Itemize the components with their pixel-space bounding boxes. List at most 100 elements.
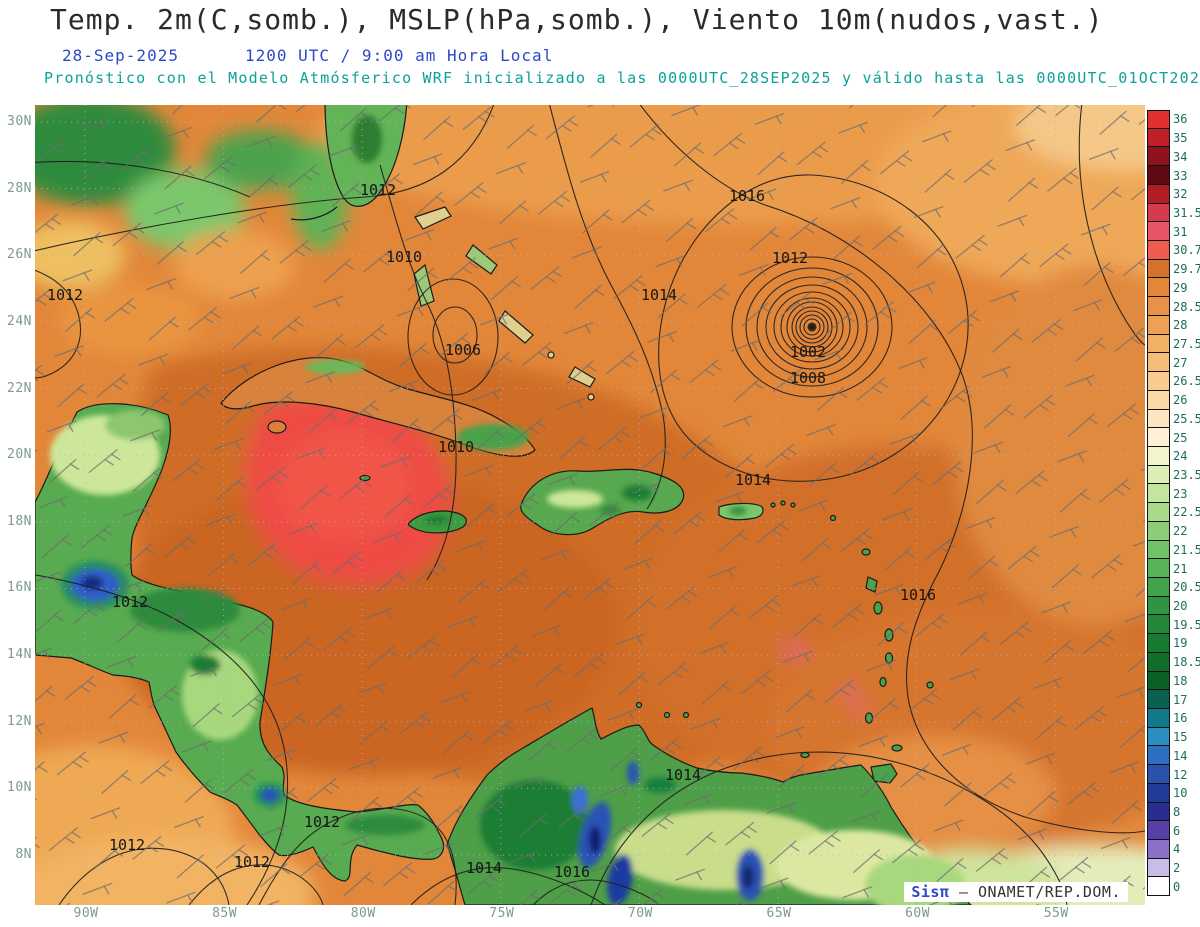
isobar-label: 1012	[47, 286, 83, 304]
colorbar-label: 15	[1173, 730, 1188, 745]
colorbar-label: 24	[1173, 449, 1188, 464]
colorbar-label: 19	[1173, 636, 1188, 651]
colorbar-label: 14	[1173, 748, 1188, 763]
colorbar: 36 35 34 33 32 31.5 31 30.7 29.7 29 28.5 28 27.5 27 26…	[1147, 110, 1200, 897]
colorbar-swatch	[1147, 278, 1170, 298]
isobar-label: 1014	[466, 859, 502, 877]
watermark: Sisπ – ONAMET/REP.DOM.	[904, 882, 1128, 902]
colorbar-row: 2	[1147, 858, 1199, 878]
colorbar-swatch	[1147, 128, 1170, 148]
colorbar-row: 10	[1147, 783, 1199, 803]
colorbar-label: 29	[1173, 280, 1188, 295]
page-title: Temp. 2m(C,somb.), MSLP(hPa,somb.), Vien…	[50, 3, 1104, 36]
colorbar-row: 19	[1147, 634, 1199, 653]
isobar-label: 1008	[790, 369, 826, 387]
colorbar-swatch	[1147, 634, 1170, 653]
colorbar-row: 31	[1147, 222, 1199, 242]
colorbar-swatch	[1147, 372, 1170, 391]
colorbar-row: 34	[1147, 147, 1199, 167]
colorbar-swatch	[1147, 540, 1170, 560]
colorbar-label: 10	[1173, 786, 1188, 801]
colorbar-swatch	[1147, 222, 1170, 242]
colorbar-swatch	[1147, 428, 1170, 447]
colorbar-swatch	[1147, 821, 1170, 841]
isobar-label: 1012	[112, 593, 148, 611]
colorbar-label: 18.5	[1173, 655, 1200, 670]
colorbar-row: 6	[1147, 821, 1199, 841]
colorbar-row: 17	[1147, 690, 1199, 709]
colorbar-row: 28	[1147, 315, 1199, 335]
colorbar-label: 4	[1173, 842, 1181, 857]
colorbar-row: 28.5	[1147, 297, 1200, 316]
colorbar-swatch	[1147, 110, 1170, 129]
lon-label: 80W	[350, 906, 376, 921]
colorbar-label: 23.5	[1173, 468, 1200, 483]
colorbar-row: 30.7	[1147, 241, 1200, 260]
lon-label: 65W	[766, 906, 792, 921]
lat-label: 8N	[15, 847, 32, 863]
colorbar-row: 12	[1147, 765, 1199, 784]
forecast-date: 28-Sep-2025	[62, 46, 179, 65]
colorbar-swatch	[1147, 147, 1170, 167]
colorbar-label: 30.7	[1173, 243, 1200, 258]
colorbar-swatch	[1147, 259, 1170, 279]
colorbar-swatch	[1147, 465, 1170, 485]
model-info-line: Pronóstico con el Modelo Atmósferico WRF…	[44, 69, 1200, 87]
colorbar-row: 23.5	[1147, 465, 1200, 485]
isobar-label: 1002	[790, 343, 826, 361]
colorbar-swatch	[1147, 390, 1170, 410]
colorbar-row: 31.5	[1147, 203, 1200, 223]
colorbar-row: 0	[1147, 877, 1199, 897]
colorbar-label: 8	[1173, 804, 1181, 819]
colorbar-label: 19.5	[1173, 617, 1200, 632]
lon-label: 60W	[905, 906, 931, 921]
colorbar-swatch	[1147, 521, 1170, 541]
colorbar-swatch	[1147, 334, 1170, 354]
colorbar-row: 19.5	[1147, 615, 1200, 635]
colorbar-label: 27.5	[1173, 336, 1200, 351]
colorbar-label: 12	[1173, 767, 1188, 782]
colorbar-label: 17	[1173, 692, 1188, 707]
colorbar-row: 8	[1147, 802, 1199, 822]
colorbar-label: 28	[1173, 318, 1188, 333]
colorbar-row: 21.5	[1147, 540, 1200, 560]
lon-label: 90W	[73, 906, 99, 921]
colorbar-row: 29	[1147, 278, 1199, 298]
lat-label: 12N	[7, 713, 32, 729]
colorbar-swatch	[1147, 652, 1170, 672]
colorbar-label: 26	[1173, 393, 1188, 408]
colorbar-swatch	[1147, 184, 1170, 204]
colorbar-row: 20.5	[1147, 577, 1200, 597]
lat-label: 10N	[7, 780, 32, 796]
colorbar-row: 27	[1147, 353, 1199, 373]
colorbar-swatch	[1147, 746, 1170, 766]
colorbar-row: 26	[1147, 390, 1199, 410]
colorbar-label: 18	[1173, 673, 1188, 688]
isobar-label: 1012	[360, 181, 396, 199]
colorbar-label: 31	[1173, 224, 1188, 239]
colorbar-row: 29.7	[1147, 259, 1200, 279]
colorbar-swatch	[1147, 353, 1170, 373]
colorbar-row: 36	[1147, 110, 1199, 129]
colorbar-label: 22.5	[1173, 505, 1200, 520]
colorbar-row: 22	[1147, 521, 1199, 541]
colorbar-swatch	[1147, 577, 1170, 597]
colorbar-label: 35	[1173, 131, 1188, 146]
forecast-time: 1200 UTC / 9:00 am Hora Local	[244, 46, 554, 65]
isobar-label: 1012	[304, 813, 340, 831]
colorbar-label: 25	[1173, 430, 1188, 445]
colorbar-label: 31.5	[1173, 205, 1200, 220]
colorbar-label: 23	[1173, 486, 1188, 501]
colorbar-label: 29.7	[1173, 262, 1200, 277]
colorbar-swatch	[1147, 802, 1170, 822]
lat-label: 14N	[7, 647, 32, 663]
colorbar-row: 14	[1147, 746, 1199, 766]
colorbar-swatch	[1147, 727, 1170, 747]
colorbar-swatch	[1147, 596, 1170, 616]
isobar-label: 1016	[900, 586, 936, 604]
colorbar-row: 25.5	[1147, 409, 1200, 429]
isobar-label: 1012	[234, 853, 270, 871]
colorbar-label: 36	[1173, 112, 1188, 127]
colorbar-label: 27	[1173, 355, 1188, 370]
